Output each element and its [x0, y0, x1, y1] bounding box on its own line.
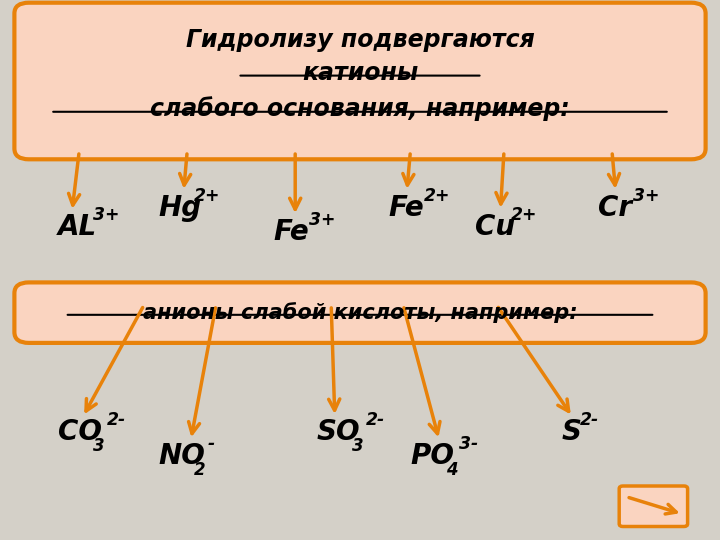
Text: PO: PO — [410, 442, 454, 470]
Text: 4: 4 — [446, 461, 457, 479]
Text: 3+: 3+ — [633, 187, 660, 205]
Text: Cu: Cu — [475, 213, 516, 241]
Text: 3+: 3+ — [93, 206, 120, 224]
Text: 2+: 2+ — [194, 187, 220, 205]
FancyBboxPatch shape — [619, 486, 688, 526]
FancyBboxPatch shape — [14, 282, 706, 343]
Text: 2-: 2- — [107, 411, 126, 429]
Text: 2-: 2- — [580, 411, 600, 429]
Text: 2: 2 — [194, 461, 205, 479]
Text: 3: 3 — [93, 437, 104, 455]
Text: Fe: Fe — [274, 218, 310, 246]
Text: слабого основания, например:: слабого основания, например: — [150, 97, 570, 122]
Text: S: S — [562, 418, 582, 446]
Text: -: - — [207, 435, 215, 453]
Text: катионы: катионы — [302, 61, 418, 85]
Text: 2+: 2+ — [424, 187, 451, 205]
Text: Гидролизу подвергаются: Гидролизу подвергаются — [186, 29, 534, 52]
Text: анионы слабой кислоты, например:: анионы слабой кислоты, например: — [143, 302, 577, 322]
Text: 2+: 2+ — [510, 206, 537, 224]
FancyBboxPatch shape — [14, 3, 706, 159]
Text: NO: NO — [158, 442, 205, 470]
Text: Fe: Fe — [389, 194, 425, 222]
Text: SO: SO — [317, 418, 361, 446]
Text: 2-: 2- — [366, 411, 385, 429]
Text: Cr: Cr — [598, 194, 631, 222]
Text: 3+: 3+ — [309, 211, 336, 229]
Text: 3-: 3- — [459, 435, 479, 453]
Text: 3: 3 — [352, 437, 364, 455]
Text: AL: AL — [58, 213, 96, 241]
Text: CO: CO — [58, 418, 102, 446]
Text: Hg: Hg — [158, 194, 202, 222]
